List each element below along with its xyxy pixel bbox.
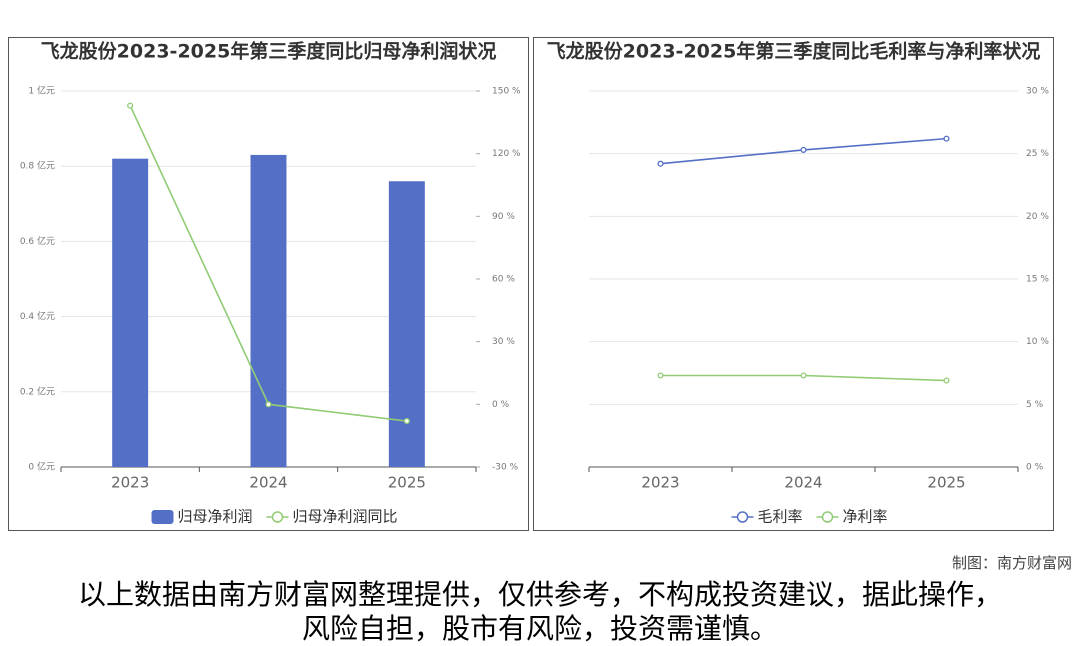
chart: 飞龙股份2023-2025年第三季度同比毛利率与净利率状况 0 % 5 % 10 % 1… — [533, 37, 1054, 531]
legend-swatch — [736, 511, 749, 523]
y-tick-label: 25 % — [1026, 149, 1049, 159]
chart-title: 飞龙股份2023-2025年第三季度同比毛利率与净利率状况 — [547, 40, 1041, 63]
chart: 飞龙股份2023-2025年第三季度同比归母净利润状况 0 亿元 0.2 亿元 0.4… — [8, 37, 529, 531]
legend-swatch — [151, 510, 174, 524]
y2-tick-label: 90 % — [492, 212, 515, 222]
y-tick-label: 10 % — [1026, 337, 1049, 347]
point — [657, 372, 664, 379]
point — [943, 135, 950, 142]
legend-label: 毛利率 — [758, 508, 803, 526]
y-tick-label: 1 亿元 — [28, 85, 55, 97]
point — [657, 160, 664, 167]
x-tick-label: 2025 — [927, 474, 965, 492]
y2-tick-label: 60 % — [492, 275, 515, 285]
y-tick-label: 0.4 亿元 — [20, 310, 55, 322]
y-tick-label: 5 % — [1026, 400, 1044, 410]
point — [800, 146, 807, 153]
point — [127, 102, 134, 109]
legend-label: 归母净利润同比 — [293, 508, 398, 526]
y2-tick-label: 120 % — [492, 149, 521, 159]
y2-tick-label: 150 % — [492, 87, 521, 97]
y-tick-label: 15 % — [1026, 275, 1049, 285]
bar — [388, 181, 425, 468]
y-tick-label: 0.2 亿元 — [20, 385, 55, 397]
x-tick-label: 2023 — [111, 474, 149, 492]
point — [403, 417, 410, 425]
point — [943, 377, 950, 384]
legend-swatch — [821, 511, 834, 523]
disclaimer: 以上数据由南方财富网整理提供，仅供参考，不构成投资建议，据此操作，风险自担，股市… — [77, 578, 1002, 645]
y-tick-label: 0.6 亿元 — [20, 235, 55, 247]
y-tick-label: 20 % — [1026, 212, 1049, 222]
x-tick-label: 2024 — [249, 474, 287, 492]
legend-swatch — [271, 511, 284, 523]
y-tick-label: 0 亿元 — [28, 461, 55, 473]
bar — [250, 154, 287, 468]
y2-tick-label: 0 % — [492, 400, 510, 410]
legend-label: 归母净利润 — [178, 508, 253, 526]
y2-tick-label: -30 % — [492, 463, 519, 473]
y-tick-label: 0 % — [1026, 463, 1044, 473]
bar — [112, 158, 149, 467]
x-tick-label: 2024 — [784, 474, 822, 492]
x-tick-label: 2025 — [388, 474, 426, 492]
point — [800, 372, 807, 379]
point — [265, 401, 272, 408]
legend-label: 净利率 — [843, 508, 888, 526]
y-tick-label: 0.8 亿元 — [20, 160, 55, 172]
x-tick-label: 2023 — [641, 474, 679, 492]
y-tick-label: 30 % — [1026, 87, 1049, 97]
credit: 制图：南方财富网 — [951, 554, 1072, 572]
y2-tick-label: 30 % — [492, 337, 515, 347]
chart-title: 飞龙股份2023-2025年第三季度同比归母净利润状况 — [41, 40, 497, 63]
